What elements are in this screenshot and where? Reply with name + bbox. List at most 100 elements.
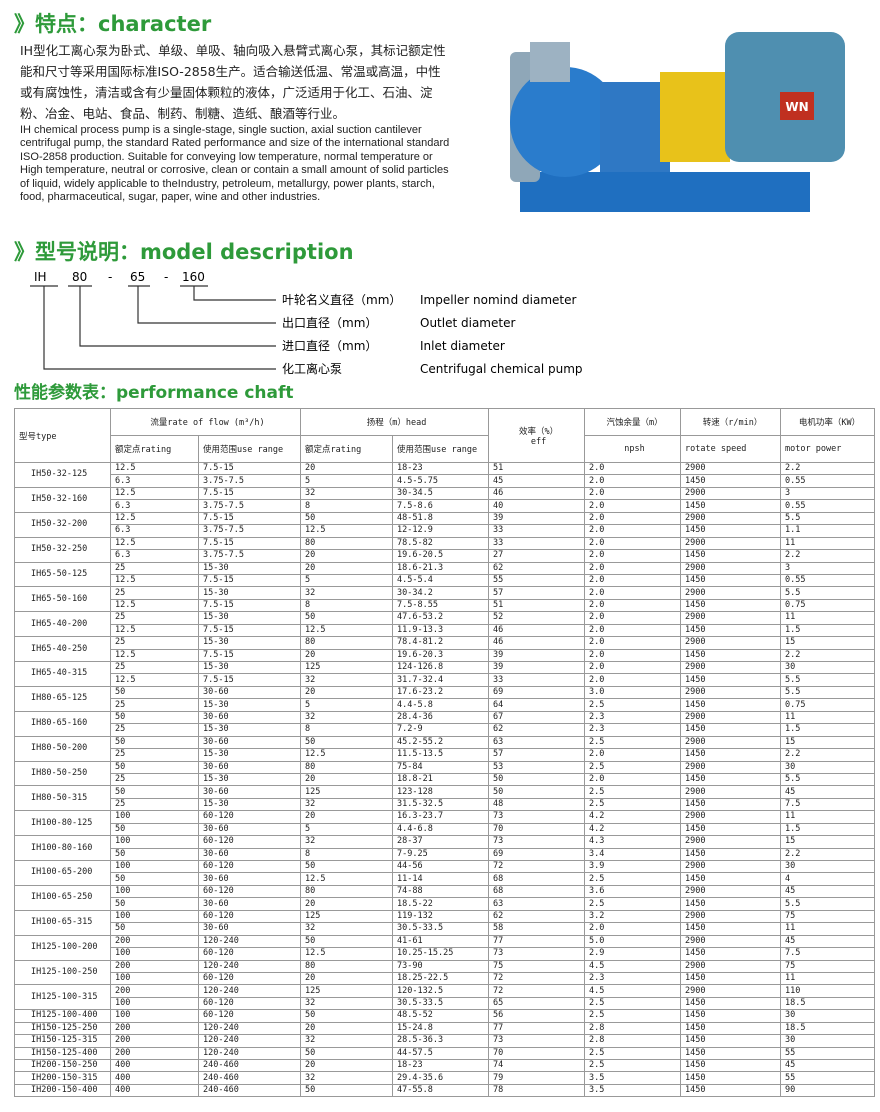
value-cell: 1450 bbox=[680, 1046, 782, 1061]
value-cell: 200 bbox=[110, 1034, 199, 1048]
value-cell: 67 bbox=[488, 710, 586, 725]
value-cell: 0.55 bbox=[780, 573, 876, 588]
value-cell: 57 bbox=[488, 748, 586, 762]
heading: 》型号说明：model description bbox=[14, 240, 354, 264]
value-cell: 50 bbox=[110, 710, 199, 725]
value-cell: 400 bbox=[110, 1083, 199, 1098]
value-cell: 63 bbox=[488, 897, 586, 911]
value-cell: 0.75 bbox=[780, 598, 876, 613]
value-cell: 2900 bbox=[680, 884, 782, 899]
base bbox=[520, 172, 810, 212]
value-cell: 1450 bbox=[680, 947, 782, 961]
value-cell: 75 bbox=[488, 959, 586, 973]
value-cell: 60-120 bbox=[197, 971, 302, 986]
value-cell: 125 bbox=[300, 660, 394, 675]
table-row: IH80-50-250 50 30-60 80 75-84 53 2.5 2900 30 bbox=[14, 760, 876, 787]
value-cell: 1.1 bbox=[780, 524, 876, 538]
value-cell: 100 bbox=[110, 810, 199, 824]
table-row: IH150-125-400 200 120-240 50 44-57.5 70 2.5 145… bbox=[14, 1046, 876, 1061]
value-cell: 30-60 bbox=[197, 685, 302, 700]
table-row: IH50-32-200 12.5 7.5-15 50 48-51.8 39 2.0 2900 5… bbox=[14, 511, 876, 538]
header-cell: 额定点rating bbox=[110, 435, 199, 463]
header-cell: 转速（r/min） bbox=[680, 408, 782, 436]
value-cell: 20 bbox=[300, 549, 394, 563]
value-cell: 2.0 bbox=[584, 673, 682, 687]
table-row: 50 30-60 8 7-9.25 69 3.4 1450 2.2 bbox=[15, 847, 876, 862]
value-cell: 48.5-52 bbox=[392, 1009, 490, 1023]
value-cell: 2.5 bbox=[584, 872, 682, 886]
model-cell: IH65-50-125 bbox=[14, 561, 111, 588]
value-cell: 1450 bbox=[680, 748, 782, 762]
value-cell: 120-240 bbox=[197, 1021, 302, 1036]
value-cell: 3.4 bbox=[584, 847, 682, 862]
value-cell: 2900 bbox=[680, 810, 782, 824]
value-cell: 74-88 bbox=[392, 884, 490, 899]
value-cell: 125 bbox=[300, 909, 394, 924]
value-cell: 60-120 bbox=[197, 884, 302, 899]
value-cell: 1450 bbox=[680, 1058, 782, 1073]
value-cell: 2900 bbox=[680, 859, 782, 874]
value-cell: 30-60 bbox=[197, 872, 302, 886]
value-cell: 45 bbox=[780, 884, 876, 899]
table-row: IH65-50-160 25 15-30 32 30-34.2 57 2.0 2900 5.5 bbox=[14, 586, 876, 613]
value-cell: 124-126.8 bbox=[392, 660, 490, 675]
value-cell: 2.0 bbox=[584, 623, 682, 638]
code-part: 160 bbox=[182, 270, 205, 284]
paragraph-en: IH chemical process pump is a single-sta… bbox=[20, 124, 450, 204]
header-cell: 流量rate of flow (m³/h) bbox=[109, 408, 302, 436]
value-cell: 30-34.2 bbox=[392, 586, 490, 600]
value-cell: 75 bbox=[780, 909, 876, 924]
value-cell: 78.5-82 bbox=[392, 536, 490, 551]
value-cell: 46 bbox=[488, 486, 586, 501]
model-cell: IH125-100-315 bbox=[14, 984, 111, 1011]
value-cell: 90 bbox=[780, 1083, 876, 1098]
value-cell: 50 bbox=[110, 822, 199, 837]
model-cell: IH50-32-160 bbox=[14, 486, 111, 513]
value-cell: 2.3 bbox=[584, 971, 682, 986]
value-cell: 64 bbox=[488, 698, 586, 712]
value-cell: 15-30 bbox=[197, 561, 302, 575]
value-cell: 4.3 bbox=[584, 835, 682, 849]
value-cell: 30-60 bbox=[197, 785, 302, 799]
value-cell: 7.5-8.6 bbox=[392, 499, 490, 513]
table-row: IH200-150-250 400 240-460 20 18-23 74 2.5 1450 4… bbox=[14, 1058, 876, 1073]
value-cell: 25 bbox=[110, 586, 199, 600]
table-row: IH150-125-250 200 120-240 20 15-24.8 77 2.8 145… bbox=[14, 1021, 876, 1036]
header-cell: 电机功率（KW） bbox=[780, 408, 876, 436]
value-cell: 12.5 bbox=[300, 748, 394, 762]
header-cell: motor power bbox=[780, 435, 876, 463]
value-cell: 15-30 bbox=[197, 636, 302, 650]
code-part: 65 bbox=[130, 270, 145, 284]
value-cell: 400 bbox=[110, 1071, 199, 1085]
value-cell: 60-120 bbox=[197, 810, 302, 824]
value-cell: 11.9-13.3 bbox=[392, 623, 490, 638]
value-cell: 11.5-13.5 bbox=[392, 748, 490, 762]
table-row: 12.5 7.5-15 8 7.5-8.55 51 2.0 1450 0.75 bbox=[15, 598, 876, 613]
value-cell: 1450 bbox=[680, 723, 782, 737]
value-cell: 1450 bbox=[680, 1034, 782, 1048]
value-cell: 1450 bbox=[680, 1083, 782, 1098]
value-cell: 45.2-55.2 bbox=[392, 735, 490, 750]
table-row: 6.3 3.75-7.5 12.5 12-12.9 33 2.0 1450 1.1 bbox=[15, 524, 876, 538]
value-cell: 2900 bbox=[680, 710, 782, 725]
value-cell: 7.5-15 bbox=[197, 623, 302, 638]
value-cell: 200 bbox=[110, 984, 199, 998]
value-cell: 30.5-33.5 bbox=[392, 996, 490, 1011]
value-cell: 32 bbox=[300, 1034, 394, 1048]
value-cell: 25 bbox=[110, 723, 199, 737]
table-row: IH125-100-315 200 120-240 125 120-132.5 72 4.5… bbox=[14, 984, 876, 1011]
table-row: 100 60-120 20 18.25-22.5 72 2.3 1450 11 bbox=[15, 971, 876, 986]
table-row: 12.5 7.5-15 12.5 11.9-13.3 46 2.0 1450 1.5 bbox=[15, 623, 876, 638]
value-cell: 4.2 bbox=[584, 810, 682, 824]
value-cell: 2.0 bbox=[584, 748, 682, 762]
value-cell: 2.0 bbox=[584, 486, 682, 501]
value-cell: 12.5 bbox=[300, 524, 394, 538]
value-cell: 2.0 bbox=[584, 461, 682, 476]
model-cell: IH150-125-315 bbox=[14, 1034, 111, 1048]
value-cell: 73 bbox=[488, 835, 586, 849]
value-cell: 2.8 bbox=[584, 1021, 682, 1036]
coupling-guard bbox=[660, 72, 730, 162]
value-cell: 32 bbox=[300, 797, 394, 812]
value-cell: 72 bbox=[488, 984, 586, 998]
value-cell: 2.0 bbox=[584, 499, 682, 513]
